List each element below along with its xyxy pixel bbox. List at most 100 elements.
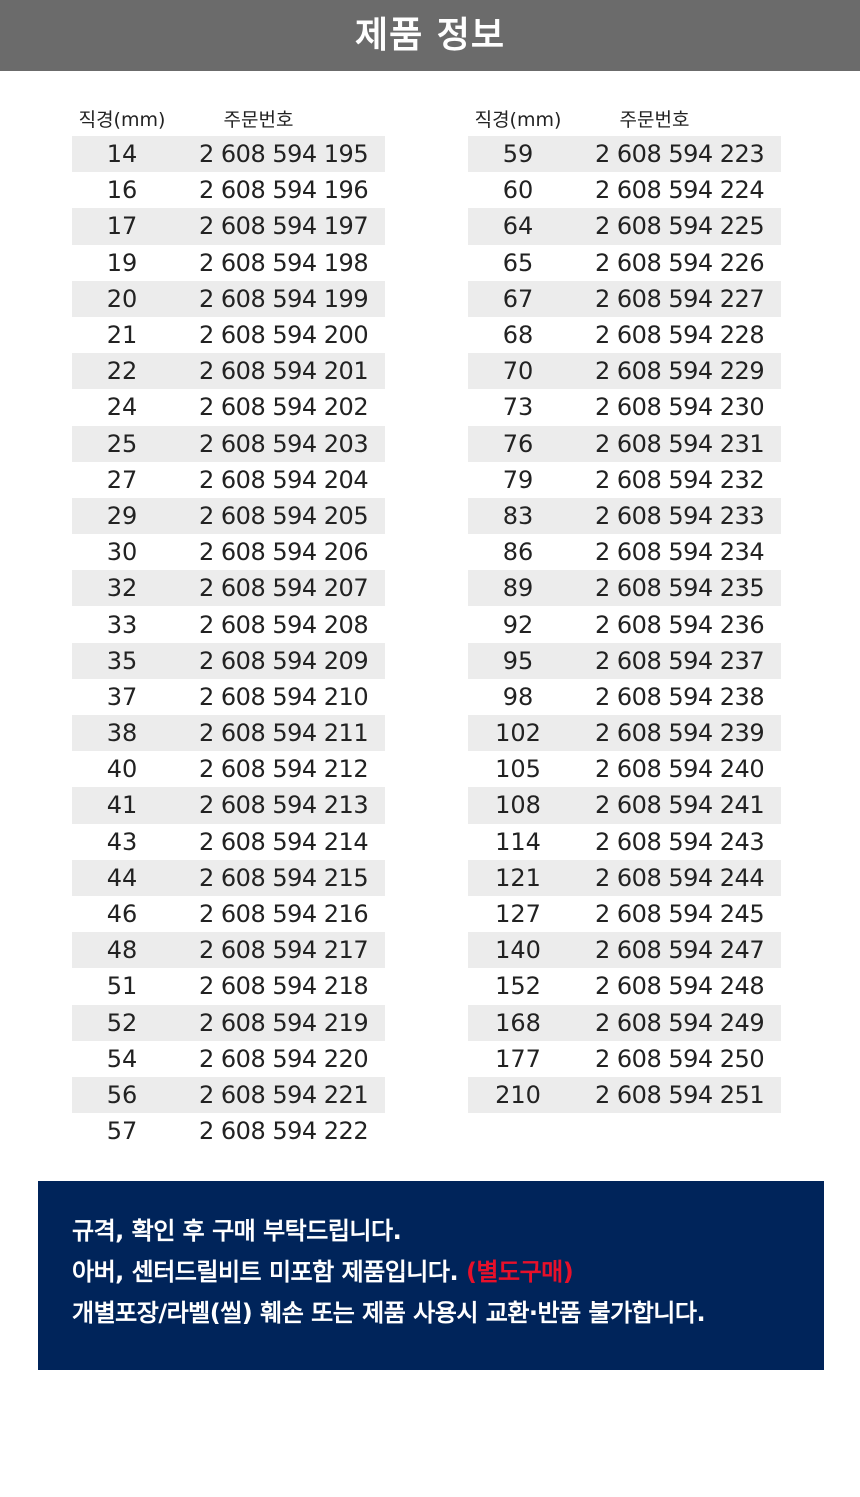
order-number-cell: 2 608 594 233 <box>595 501 765 530</box>
diameter-cell: 16 <box>106 176 138 205</box>
table-row: 20 2 608 594 199 <box>72 280 385 317</box>
order-number-cell: 2 608 594 221 <box>199 1080 369 1109</box>
order-number-cell: 2 608 594 235 <box>595 574 765 603</box>
table-row: 40 2 608 594 212 <box>72 751 385 787</box>
table-row: 89 2 608 594 235 <box>468 570 781 607</box>
table-row: 21 2 608 594 200 <box>72 317 385 353</box>
order-number-cell: 2 608 594 247 <box>595 936 765 965</box>
notice-line: 규격, 확인 후 구매 부탁드립니다. <box>72 1217 402 1245</box>
table-row: 48 2 608 594 217 <box>72 932 385 969</box>
diameter-cell: 29 <box>106 501 138 530</box>
diameter-cell: 22 <box>106 357 138 386</box>
diameter-cell: 70 <box>502 357 534 386</box>
order-number-cell: 2 608 594 237 <box>595 646 765 675</box>
diameter-cell: 38 <box>106 719 138 748</box>
order-number-cell: 2 608 594 250 <box>595 1044 765 1073</box>
table-row: 76 2 608 594 231 <box>468 425 781 462</box>
table-row: 57 2 608 594 222 <box>72 1113 385 1149</box>
table-row: 102 2 608 594 239 <box>468 715 781 752</box>
order-number-cell: 2 608 594 236 <box>595 610 765 639</box>
diameter-cell: 24 <box>106 393 138 422</box>
diameter-cell: 21 <box>106 321 138 350</box>
order-number-cell: 2 608 594 251 <box>595 1080 765 1109</box>
notice-line: 개별포장/라벨(씰) 훼손 또는 제품 사용시 교환·반품 불가합니다. <box>72 1299 706 1327</box>
order-number-cell: 2 608 594 200 <box>199 321 369 350</box>
diameter-cell: 56 <box>106 1080 138 1109</box>
table-row: 98 2 608 594 238 <box>468 679 781 715</box>
order-number-cell: 2 608 594 219 <box>199 1008 369 1037</box>
order-number-cell: 2 608 594 222 <box>199 1117 369 1146</box>
order-number-cell: 2 608 594 211 <box>199 719 369 748</box>
diameter-cell: 92 <box>502 610 534 639</box>
diameter-cell: 108 <box>495 791 541 820</box>
table-row: 64 2 608 594 225 <box>468 208 781 245</box>
order-number-cell: 2 608 594 245 <box>595 900 765 929</box>
page-title: 제품 정보 <box>0 0 860 71</box>
order-number-cell: 2 608 594 218 <box>199 972 369 1001</box>
diameter-cell: 52 <box>106 1008 138 1037</box>
table-row: 60 2 608 594 224 <box>468 172 781 208</box>
diameter-cell: 33 <box>106 610 138 639</box>
diameter-cell: 32 <box>106 574 138 603</box>
order-number-cell: 2 608 594 248 <box>595 972 765 1001</box>
order-number-cell: 2 608 594 206 <box>199 538 369 567</box>
order-number-cell: 2 608 594 240 <box>595 755 765 784</box>
order-number-cell: 2 608 594 241 <box>595 791 765 820</box>
table-row: 16 2 608 594 196 <box>72 172 385 208</box>
order-number-cell: 2 608 594 239 <box>595 719 765 748</box>
diameter-cell: 48 <box>106 936 138 965</box>
diameter-cell: 20 <box>106 284 138 313</box>
diameter-cell: 44 <box>106 863 138 892</box>
diameter-cell: 86 <box>502 538 534 567</box>
diameter-cell: 210 <box>495 1080 541 1109</box>
order-number-cell: 2 608 594 207 <box>199 574 369 603</box>
table-row: 83 2 608 594 233 <box>468 497 781 535</box>
diameter-cell: 35 <box>106 646 138 675</box>
order-number-cell: 2 608 594 214 <box>199 827 369 856</box>
diameter-cell: 79 <box>502 465 534 494</box>
diameter-cell: 30 <box>106 538 138 567</box>
notice-text: 아버, 센터드릴비트 미포함 제품입니다. <box>72 1258 466 1286</box>
order-number-cell: 2 608 594 195 <box>199 140 369 169</box>
order-number-cell: 2 608 594 226 <box>595 248 765 277</box>
table-row: 65 2 608 594 226 <box>468 245 781 281</box>
table-row: 56 2 608 594 221 <box>72 1076 385 1114</box>
notice-box: 규격, 확인 후 구매 부탁드립니다. 아버, 센터드릴비트 미포함 제품입니다… <box>38 1181 824 1370</box>
order-number-cell: 2 608 594 212 <box>199 755 369 784</box>
diameter-cell: 98 <box>502 682 534 711</box>
diameter-cell: 27 <box>106 465 138 494</box>
diameter-header: 직경(mm) <box>78 108 166 131</box>
table-row: 52 2 608 594 219 <box>72 1004 385 1041</box>
table-row: 121 2 608 594 244 <box>468 859 781 896</box>
diameter-cell: 168 <box>495 1008 541 1037</box>
diameter-cell: 121 <box>495 863 541 892</box>
order-number-cell: 2 608 594 243 <box>595 827 765 856</box>
table-row: 127 2 608 594 245 <box>468 896 781 932</box>
diameter-cell: 25 <box>106 429 138 458</box>
order-number-cell: 2 608 594 197 <box>199 212 369 241</box>
order-number-cell: 2 608 594 209 <box>199 646 369 675</box>
table-row: 168 2 608 594 249 <box>468 1004 781 1041</box>
table-header: 직경(mm) 주문번호 <box>72 100 385 136</box>
diameter-header: 직경(mm) <box>474 108 562 131</box>
table-row: 86 2 608 594 234 <box>468 534 781 570</box>
table-row: 79 2 608 594 232 <box>468 462 781 498</box>
diameter-cell: 19 <box>106 248 138 277</box>
order-number-cell: 2 608 594 220 <box>199 1044 369 1073</box>
diameter-cell: 51 <box>106 972 138 1001</box>
table-row: 19 2 608 594 198 <box>72 245 385 281</box>
table-row: 73 2 608 594 230 <box>468 389 781 425</box>
table-row: 35 2 608 594 209 <box>72 642 385 679</box>
order-number-cell: 2 608 594 230 <box>595 393 765 422</box>
table-row: 51 2 608 594 218 <box>72 968 385 1004</box>
diameter-cell: 68 <box>502 321 534 350</box>
table-row: 46 2 608 594 216 <box>72 896 385 932</box>
order-number-cell: 2 608 594 217 <box>199 936 369 965</box>
table-row: 17 2 608 594 197 <box>72 208 385 245</box>
table-row: 68 2 608 594 228 <box>468 317 781 353</box>
order-number-cell: 2 608 594 213 <box>199 791 369 820</box>
diameter-cell: 140 <box>495 936 541 965</box>
diameter-cell: 114 <box>495 827 541 856</box>
table-row: 44 2 608 594 215 <box>72 859 385 896</box>
order-number-cell: 2 608 594 196 <box>199 176 369 205</box>
